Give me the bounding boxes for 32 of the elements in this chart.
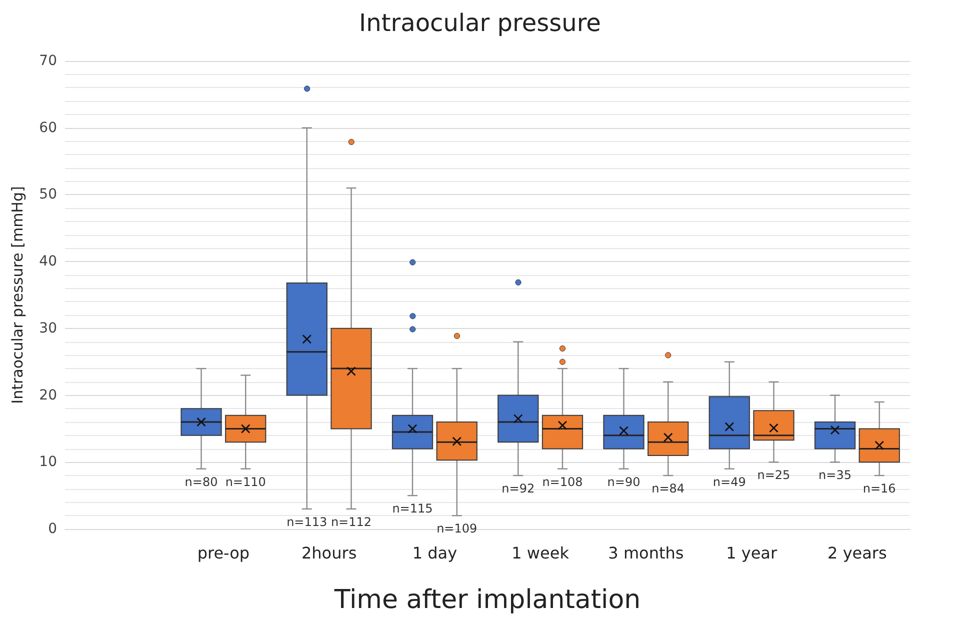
y-axis-title: Intraocular pressure [mmHg]: [8, 186, 26, 404]
x-axis-title: Time after implantation: [333, 585, 641, 615]
x-tick-label: pre-op: [197, 544, 250, 562]
x-tick-label: 3 months: [608, 544, 684, 562]
y-tick-label: 70: [39, 53, 57, 69]
text: n=16: [862, 482, 896, 496]
text: n=108: [542, 474, 583, 489]
x-tick-label: 1 year: [726, 544, 778, 562]
y-tick-label: 50: [39, 186, 57, 203]
y-tick-label: 40: [39, 254, 57, 270]
text: n=80: [184, 474, 218, 489]
chart-title: Intraocular pressure: [359, 9, 601, 37]
text: n=90: [607, 474, 640, 489]
text: n=110: [225, 474, 266, 489]
text: n=113: [286, 514, 328, 529]
x-tick-label: 1 week: [512, 544, 570, 562]
y-tick-label: 10: [39, 454, 57, 470]
y-tick-label: 30: [39, 320, 57, 336]
y-tick-label: 0: [48, 521, 57, 537]
text: n=35: [818, 468, 852, 482]
y-tick-label: 20: [39, 387, 57, 404]
text: n=25: [757, 468, 790, 482]
text: n=92: [502, 482, 535, 496]
text: n=109: [436, 522, 478, 536]
text: n=115: [392, 502, 433, 516]
x-tick-label: 2 years: [828, 544, 887, 562]
x-tick-label: 1 day: [412, 544, 458, 562]
y-tick-label: 60: [39, 120, 57, 136]
text: n=112: [330, 514, 372, 529]
text: n=84: [652, 482, 685, 496]
x-tick-label: 2hours: [301, 544, 357, 562]
text: n=49: [712, 474, 746, 489]
